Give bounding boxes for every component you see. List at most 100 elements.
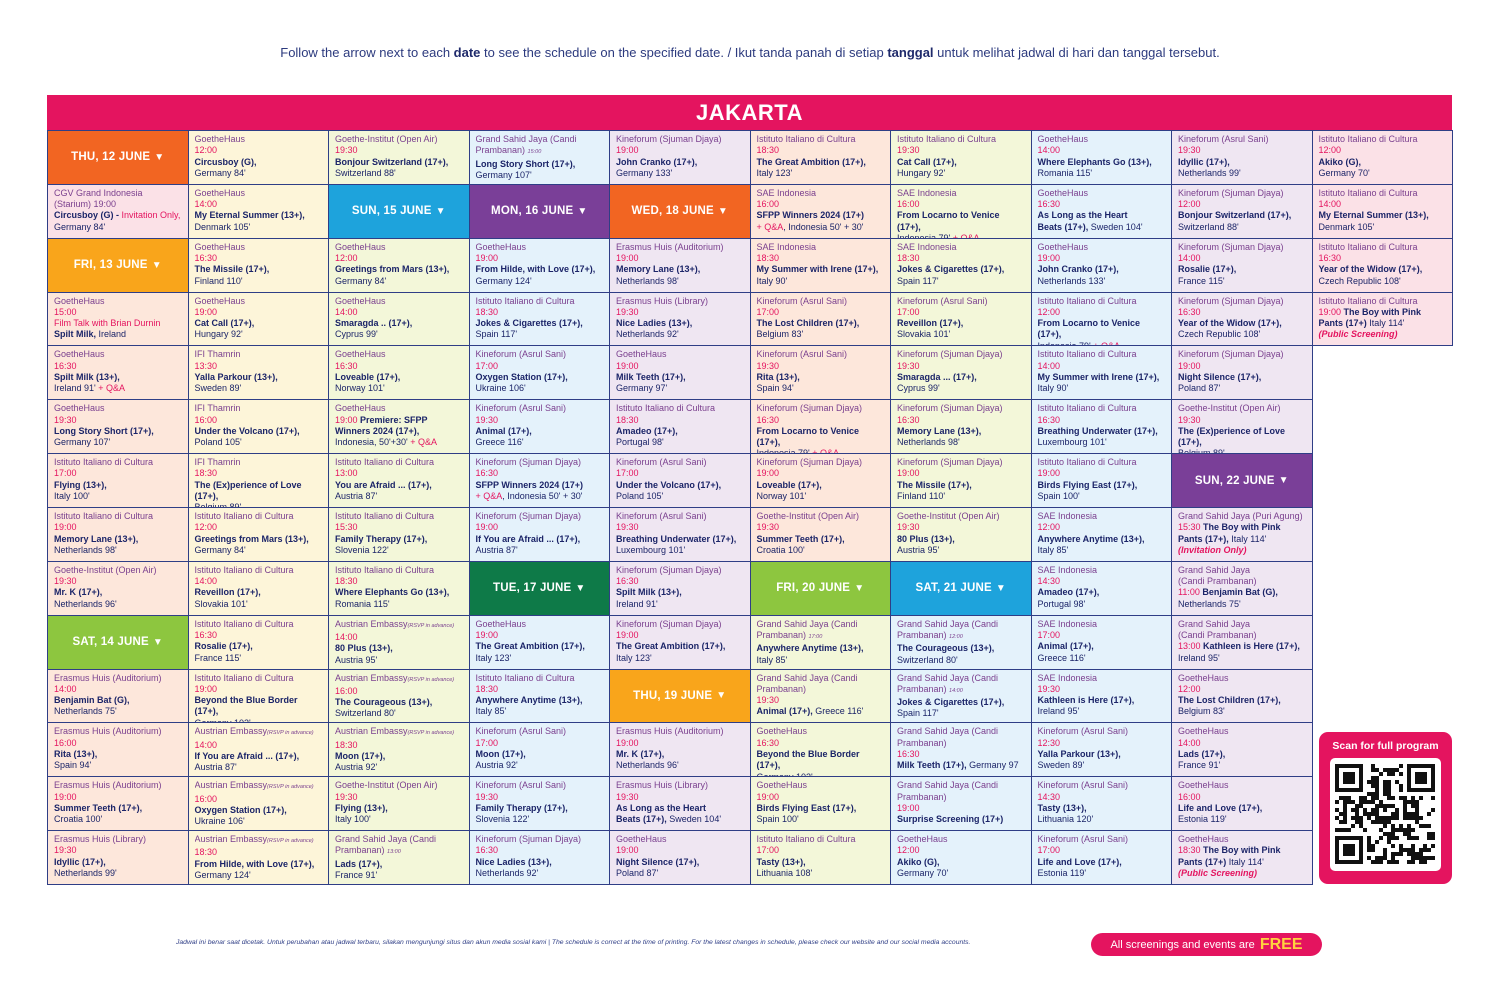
venue-text: Grand Sahid Jaya (Candi: [897, 673, 1026, 684]
film-title: The Courageous (13+),: [897, 643, 1026, 654]
country-text: Estonia 119': [1038, 868, 1167, 879]
date-header-sat-21-june[interactable]: SAT, 21 JUNE ▼: [890, 560, 1032, 616]
cell-text: 14:00: [335, 306, 358, 317]
venue-text: GoetheHaus: [1178, 834, 1307, 845]
venue-text: GoetheHaus: [195, 242, 324, 253]
schedule-entry: Kineforum (Asrul Sani) 17:00 Oxygen Statio…: [468, 345, 610, 401]
date-header-sun-15-june[interactable]: SUN, 15 JUNE ▼: [328, 183, 470, 239]
cell-text: Switzerland 88': [335, 167, 396, 178]
date-header-wed-18-june[interactable]: WED, 18 JUNE ▼: [609, 183, 751, 239]
cell-text: Prambanan): [897, 683, 950, 694]
cell-text: Italy 85': [756, 654, 788, 665]
country-text: Italy 85': [476, 706, 605, 717]
venue-text: Goethe-Institut (Open Air): [897, 511, 1026, 522]
venue-text: Erasmus Huis (Library): [54, 834, 183, 845]
film-title: The (Ex)perience of Love (17+),: [195, 480, 324, 503]
time-text: 19:30: [616, 522, 745, 533]
cell-text: Kineforum (Asrul Sani): [475, 403, 567, 414]
date-header-fri-20-june[interactable]: FRI, 20 JUNE ▼: [749, 560, 891, 616]
cell-text: Grand Sahid Jaya (Candi: [475, 134, 577, 144]
cell-text: Kineforum (Asrul Sani): [756, 349, 848, 360]
cell-text: 19:30: [616, 306, 639, 317]
cell-text: 16:30: [756, 737, 780, 748]
cell-text: Spain 94': [756, 383, 794, 394]
date-label: TUE, 17 JUNE: [492, 582, 572, 595]
cell-text: Kineforum (Sjuman Djaya): [1178, 295, 1284, 306]
schedule-entry: SAE Indonesia 17:00 Animal (17+), Greece 11…: [1030, 614, 1172, 670]
venue-text: Prambanan): [897, 738, 1026, 749]
cell-text: (Public Screening): [1178, 868, 1258, 879]
cell-text: Belgium 89': [194, 502, 242, 508]
film-title: Under the Volcano (17+),: [616, 480, 745, 491]
time-text: 16:30: [757, 738, 886, 749]
cell-text: Sweden 89': [194, 383, 242, 394]
qa-tag: + Q&A: [95, 383, 126, 394]
venue-text: Kineforum (Asrul Sani): [1038, 726, 1167, 737]
date-header-thu-12-june[interactable]: THU, 12 JUNE ▼: [47, 130, 189, 185]
date-header-fri-13-june[interactable]: FRI, 13 JUNE ▼: [47, 237, 189, 293]
cell-text: 17:00: [54, 468, 77, 479]
cell-text: GoetheHaus: [616, 834, 667, 845]
cell-text: Rosalie (17+),: [194, 641, 253, 652]
country-text: Ireland 95': [1178, 653, 1307, 664]
cell-text: Winners 2024 (17+),: [335, 425, 420, 436]
venue-text: GoetheHaus: [476, 619, 605, 630]
cell-text: Austria 87': [335, 491, 378, 502]
cell-text: 18:30: [616, 414, 639, 425]
cell-text: Poland 105': [194, 437, 242, 448]
cell-text: Finland 110': [194, 275, 243, 286]
cell-text: Istituto Italiano di Cultura: [335, 564, 435, 575]
date-header-sun-22-june[interactable]: SUN, 22 JUNE ▼: [1171, 453, 1313, 508]
film-title: Yalla Parkour (13+),: [195, 372, 324, 383]
cell-text: 19:00: [897, 468, 920, 479]
cell-text: Istituto Italiano di Cultura: [1037, 457, 1137, 468]
venue-text: Kineforum (Sjuman Djaya): [476, 457, 605, 468]
cell-text: Year of the Widow (17+),: [1178, 318, 1282, 329]
film-title: Amadeo (17+),: [1038, 587, 1167, 598]
time-text: 19:30: [1178, 145, 1307, 156]
venue-text: Grand Sahid Jaya (Candi: [335, 834, 464, 845]
venue-text: Istituto Italiano di Cultura: [335, 565, 464, 576]
cell-text: Erasmus Huis (Library): [54, 834, 147, 845]
country-text: + Q&A, Indonesia 50' + 30': [757, 222, 886, 233]
time-text: 18:30: [897, 253, 1026, 264]
time-text: 19:30: [54, 415, 183, 426]
qr-panel[interactable]: Scan for full program: [1319, 732, 1452, 884]
cell-text: My Summer with Irene (17+),: [756, 264, 879, 275]
cell-text: Idyllic (17+),: [1178, 156, 1230, 167]
qa-tag: + Q&A: [809, 448, 840, 455]
date-header-thu-19-june[interactable]: THU, 19 JUNE ▼: [609, 668, 751, 724]
cell-text: Cyprus 99': [335, 329, 378, 340]
cell-text: SAE Indonesia: [1037, 511, 1098, 521]
cell-text: The Courageous (13+),: [335, 697, 433, 708]
cell-text: The Great Ambition (17+),: [756, 156, 866, 167]
date-header-sat-14-june[interactable]: SAT, 14 JUNE ▼: [47, 614, 189, 670]
country-text: Poland 87': [616, 868, 745, 879]
date-header-tue-17-june[interactable]: TUE, 17 JUNE ▼: [468, 560, 610, 616]
time-text: 14:00: [195, 740, 324, 751]
cell-text: Istituto Italiano di Cultura: [335, 457, 435, 468]
schedule-entry: SAE Indonesia 18:30 My Summer with Irene (…: [749, 237, 891, 293]
cell-text: Slovakia 101': [897, 329, 951, 340]
arrow-down-icon: ▼: [854, 582, 865, 594]
venue-text: Istituto Italiano di Cultura: [757, 834, 886, 845]
cell-text: Erasmus Huis (Library): [616, 295, 709, 306]
film-title: If You are Afraid ... (17+),: [476, 534, 605, 545]
cell-text: GoetheHaus: [194, 187, 246, 198]
schedule-entry: GoetheHaus 12:00 Greetings from Mars (13+)…: [328, 237, 470, 293]
cell-text: 16:00: [194, 793, 218, 804]
country-text: Norway 101': [335, 383, 464, 394]
cell-text: Istituto Italiano di Cultura: [54, 511, 154, 521]
venue-text: Kineforum (Sjuman Djaya): [616, 565, 745, 576]
cell-text: Germany 124': [475, 275, 532, 286]
date-header-mon-16-june[interactable]: MON, 16 JUNE ▼: [468, 183, 610, 239]
schedule-entry: Erasmus Huis (Library) 19:30 As Long as th…: [609, 776, 751, 832]
country-text: Indonesia 79' + Q&A: [757, 448, 886, 455]
schedule-entry: SAE Indonesia 12:00 Anywhere Anytime (13+)…: [1030, 507, 1172, 562]
country-text: Spain 94': [54, 760, 183, 771]
time-text: 18:30: [335, 576, 464, 587]
time-text: 14:00: [335, 632, 464, 643]
film-title: 80 Plus (13+),: [897, 534, 1026, 545]
country-text: Netherlands 96': [616, 760, 745, 771]
film-title: Rita (13+),: [54, 749, 183, 760]
